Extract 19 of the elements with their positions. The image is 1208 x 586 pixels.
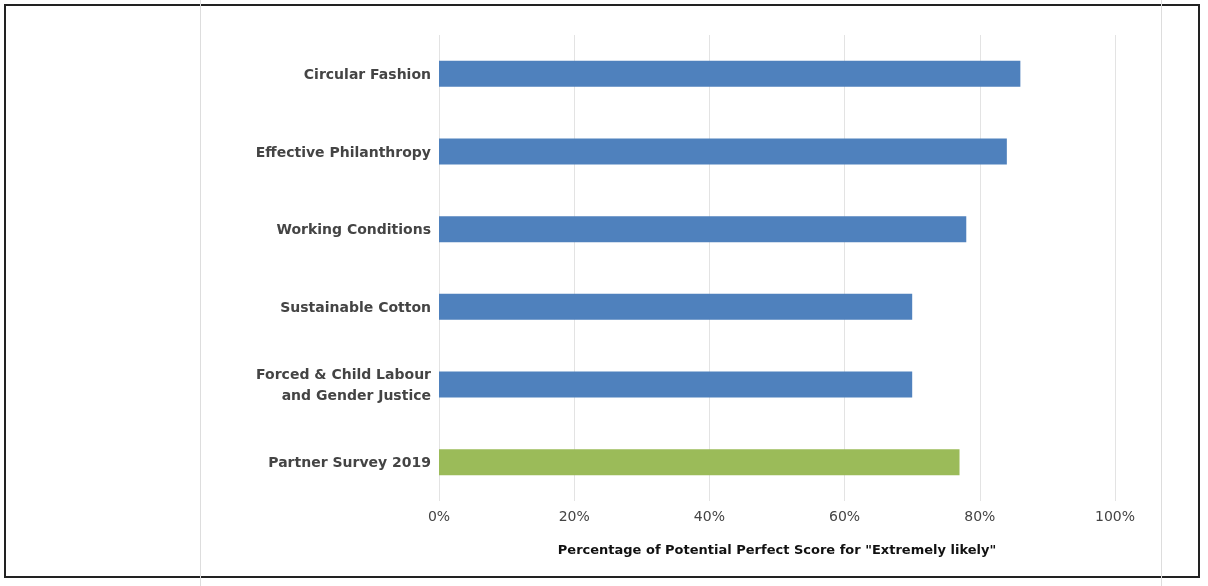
y-tick-label: Working Conditions bbox=[276, 221, 431, 238]
bar bbox=[439, 60, 1021, 87]
bar bbox=[439, 293, 913, 320]
y-tick-label: Effective Philanthropy bbox=[255, 143, 431, 160]
y-tick-label: Circular Fashion bbox=[303, 65, 431, 82]
y-tick-label: Sustainable Cotton bbox=[280, 298, 431, 315]
x-tick-label: 80% bbox=[964, 508, 996, 524]
x-tick-label: 100% bbox=[1094, 508, 1136, 524]
x-axis-title: Percentage of Potential Perfect Score for "Extremely likely" bbox=[557, 542, 997, 557]
x-tick-label: 60% bbox=[829, 508, 861, 524]
bar bbox=[439, 138, 1007, 165]
bar bbox=[439, 449, 960, 476]
y-tick-label: Partner Survey 2019 bbox=[268, 454, 431, 471]
x-tick-label: 40% bbox=[693, 508, 725, 524]
bar bbox=[439, 371, 913, 398]
x-tick-label: 20% bbox=[558, 508, 590, 524]
y-tick-label: Forced & Child Labour and Gender Justice bbox=[256, 366, 432, 403]
bar bbox=[439, 216, 967, 243]
x-tick-label: 0% bbox=[427, 508, 451, 524]
